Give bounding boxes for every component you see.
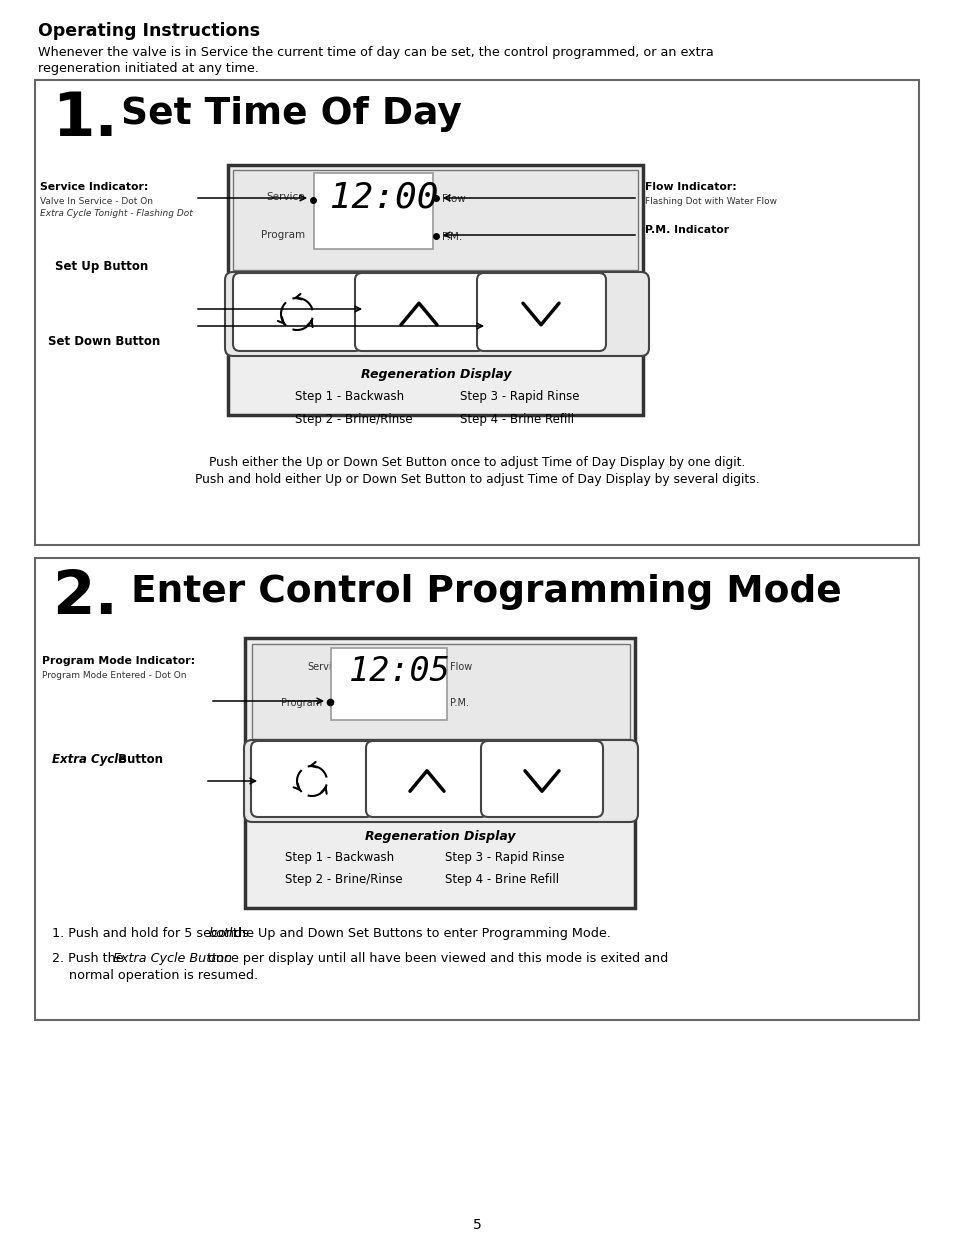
FancyBboxPatch shape [355, 273, 483, 351]
FancyBboxPatch shape [233, 170, 638, 270]
Text: Program: Program [260, 230, 305, 240]
Text: Step 2 - Brine/Rinse: Step 2 - Brine/Rinse [294, 412, 413, 426]
Text: Service Indicator:: Service Indicator: [40, 182, 149, 191]
Text: the Up and Down Set Buttons to enter Programming Mode.: the Up and Down Set Buttons to enter Pro… [229, 927, 610, 940]
Text: 1. Push and hold for 5 seconds: 1. Push and hold for 5 seconds [52, 927, 253, 940]
Text: P.M.: P.M. [450, 698, 469, 708]
Text: Extra Cycle Button: Extra Cycle Button [112, 952, 232, 965]
FancyBboxPatch shape [331, 648, 447, 720]
Text: Valve In Service - Dot On: Valve In Service - Dot On [40, 198, 152, 206]
Text: Enter Control Programming Mode: Enter Control Programming Mode [105, 574, 841, 610]
FancyBboxPatch shape [252, 643, 629, 739]
Text: 5: 5 [472, 1218, 481, 1233]
FancyBboxPatch shape [35, 80, 918, 545]
Text: Push and hold either Up or Down Set Button to adjust Time of Day Display by seve: Push and hold either Up or Down Set Butt… [194, 473, 759, 487]
Text: Service: Service [307, 662, 343, 672]
Text: Flow: Flow [441, 194, 465, 204]
FancyBboxPatch shape [245, 638, 635, 908]
Text: Step 1 - Backwash: Step 1 - Backwash [294, 390, 404, 403]
Text: 2.: 2. [52, 568, 118, 627]
Text: Set Down Button: Set Down Button [48, 335, 160, 348]
FancyBboxPatch shape [225, 272, 648, 356]
FancyBboxPatch shape [251, 741, 373, 818]
Text: Step 3 - Rapid Rinse: Step 3 - Rapid Rinse [459, 390, 578, 403]
Text: Regeneration Display: Regeneration Display [364, 830, 515, 844]
Text: Step 1 - Backwash: Step 1 - Backwash [285, 851, 394, 864]
Text: Step 4 - Brine Refill: Step 4 - Brine Refill [459, 412, 574, 426]
Text: Step 4 - Brine Refill: Step 4 - Brine Refill [444, 873, 558, 885]
Text: Program Mode Entered - Dot On: Program Mode Entered - Dot On [42, 671, 186, 680]
Text: Flow Indicator:: Flow Indicator: [644, 182, 736, 191]
FancyBboxPatch shape [244, 740, 638, 823]
Text: Push either the Up or Down Set Button once to adjust Time of Day Display by one : Push either the Up or Down Set Button on… [209, 456, 744, 469]
Text: both: both [209, 927, 237, 940]
Text: Step 2 - Brine/Rinse: Step 2 - Brine/Rinse [285, 873, 402, 885]
Text: 2. Push the: 2. Push the [52, 952, 128, 965]
Text: P.M.: P.M. [441, 232, 462, 242]
Text: regeneration initiated at any time.: regeneration initiated at any time. [38, 62, 258, 75]
Text: Flow: Flow [450, 662, 472, 672]
Text: Regeneration Display: Regeneration Display [360, 368, 511, 382]
Text: Set Up Button: Set Up Button [55, 261, 148, 273]
Text: 1.: 1. [52, 90, 117, 149]
Text: Button: Button [113, 753, 163, 766]
Text: normal operation is resumed.: normal operation is resumed. [69, 969, 258, 982]
FancyBboxPatch shape [366, 741, 488, 818]
Text: Flashing Dot with Water Flow: Flashing Dot with Water Flow [644, 198, 776, 206]
Text: Set Time Of Day: Set Time Of Day [95, 96, 461, 132]
Text: Whenever the valve is in Service the current time of day can be set, the control: Whenever the valve is in Service the cur… [38, 46, 713, 59]
Text: once per display until all have been viewed and this mode is exited and: once per display until all have been vie… [204, 952, 668, 965]
FancyBboxPatch shape [480, 741, 602, 818]
FancyBboxPatch shape [233, 273, 361, 351]
Text: Operating Instructions: Operating Instructions [38, 22, 260, 40]
Text: Program Mode Indicator:: Program Mode Indicator: [42, 656, 195, 666]
Text: Program: Program [280, 698, 322, 708]
FancyBboxPatch shape [476, 273, 605, 351]
Text: Extra Cycle: Extra Cycle [52, 753, 126, 766]
Text: P.M. Indicator: P.M. Indicator [644, 225, 728, 235]
Text: Service: Service [266, 191, 305, 203]
Text: 12:00: 12:00 [308, 180, 438, 214]
FancyBboxPatch shape [35, 558, 918, 1020]
Text: Extra Cycle Tonight - Flashing Dot: Extra Cycle Tonight - Flashing Dot [40, 209, 193, 219]
Text: 12:05: 12:05 [328, 655, 449, 688]
FancyBboxPatch shape [314, 173, 433, 249]
Text: Step 3 - Rapid Rinse: Step 3 - Rapid Rinse [444, 851, 564, 864]
FancyBboxPatch shape [228, 165, 642, 415]
